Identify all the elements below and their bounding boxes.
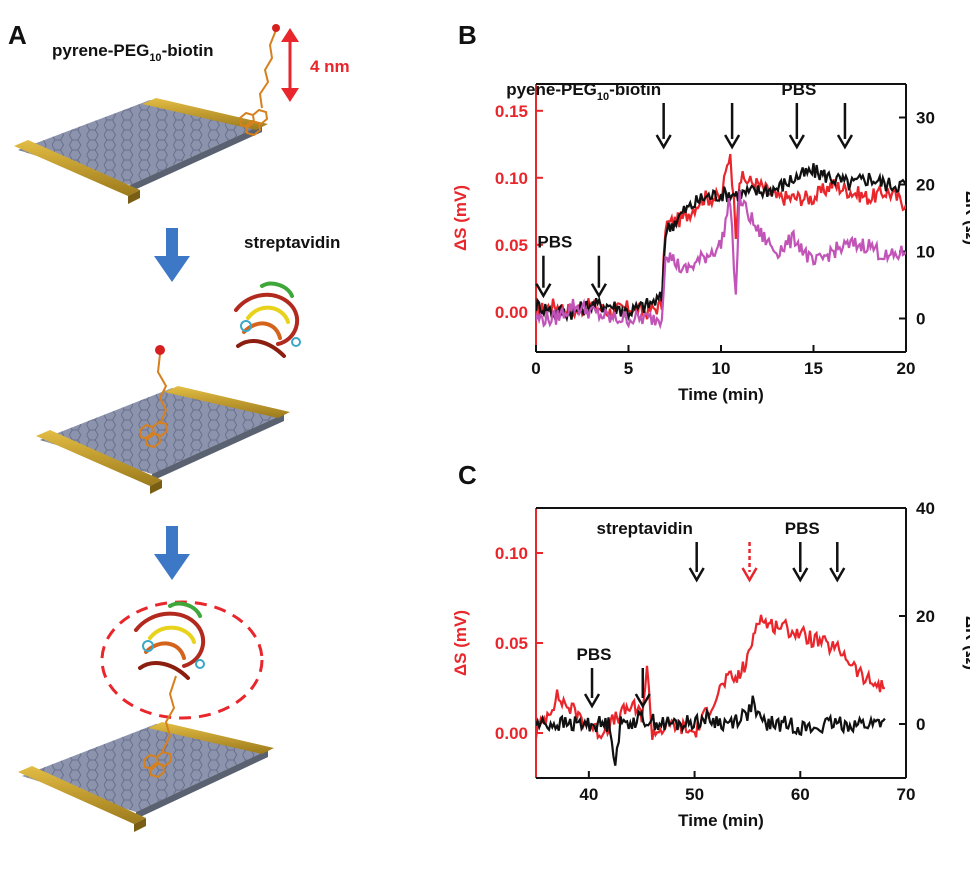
binding-highlight-ellipse	[100, 600, 264, 720]
streptavidin-protein-1	[234, 281, 301, 358]
panel-label-b: B	[458, 20, 477, 50]
annotation-arrowhead	[836, 134, 854, 150]
y-tick-label: 0.15	[495, 102, 528, 121]
annotation-arrowhead	[583, 693, 601, 709]
y-tick-label: 0.10	[495, 169, 528, 188]
y-axis-label: ΔS (mV)	[451, 185, 470, 251]
biotin-head-1	[272, 24, 280, 32]
y2-axis-label: ΔR (Ω)	[962, 191, 970, 245]
series-line-1	[536, 614, 886, 741]
biotin-head-2	[155, 345, 165, 355]
y-tick-label: 0.10	[495, 544, 528, 563]
x-axis-label: Time (min)	[678, 385, 764, 404]
x-tick-label: 0	[531, 359, 540, 378]
y-tick-label: 0.00	[495, 724, 528, 743]
panel-label-c: C	[458, 460, 477, 490]
y2-tick-label: 20	[916, 176, 935, 195]
length-label: 4 nm	[310, 57, 350, 76]
annotation-arrowhead	[590, 283, 607, 299]
annotation-label: streptavidin	[597, 519, 693, 538]
molecule-label: pyrene-PEG10-biotin	[52, 41, 213, 64]
y2-tick-label: 30	[916, 109, 935, 128]
annotation-label: PBS	[781, 80, 816, 99]
pyrene-molecule-3	[142, 675, 177, 779]
annotation-arrowhead	[792, 567, 809, 583]
series-line-2	[536, 695, 886, 766]
pyrene-molecule-2	[138, 353, 169, 449]
x-tick-label: 10	[712, 359, 731, 378]
series-line-3	[536, 190, 906, 330]
y2-axis-label: ΔR (Ω)	[962, 616, 970, 670]
process-arrow-2	[154, 526, 190, 580]
y-tick-label: 0.05	[495, 236, 528, 255]
annotation-arrowhead	[634, 693, 651, 709]
streptavidin-protein-2	[134, 601, 205, 680]
graphene-device-3	[18, 722, 274, 832]
protein-label: streptavidin	[244, 233, 340, 252]
x-tick-label: 70	[897, 785, 916, 804]
annotation-arrowhead	[788, 134, 805, 150]
annotation-label: PBS	[785, 519, 820, 538]
annotation-label: PBS	[577, 645, 612, 664]
annotation-arrowhead	[724, 134, 741, 150]
y-tick-label: 0.00	[495, 303, 528, 322]
series-line-2	[536, 163, 906, 323]
x-tick-label: 60	[791, 785, 810, 804]
y2-tick-label: 0	[916, 310, 925, 329]
y2-tick-label: 20	[916, 607, 935, 626]
x-tick-label: 20	[897, 359, 916, 378]
annotation-label: pyene-PEG10-biotin	[506, 80, 661, 103]
x-tick-label: 50	[685, 785, 704, 804]
graphene-device-2	[36, 386, 290, 494]
y-axis-label: ΔS (mV)	[451, 610, 470, 676]
panel-label-a: A	[8, 20, 27, 50]
annotation-arrowhead	[741, 567, 758, 583]
pyrene-molecule-1	[238, 29, 277, 137]
x-tick-label: 15	[804, 359, 823, 378]
process-arrow-1	[154, 228, 190, 282]
annotation-label: PBS	[537, 233, 572, 252]
y2-tick-label: 10	[916, 243, 935, 262]
x-tick-label: 5	[624, 359, 633, 378]
y2-tick-label: 40	[916, 499, 935, 518]
y2-tick-label: 0	[916, 715, 925, 734]
graphene-device-1	[14, 98, 268, 204]
annotation-arrowhead	[655, 134, 672, 150]
annotation-arrowhead	[829, 567, 846, 583]
annotation-arrowhead	[688, 567, 705, 583]
chart-c: 40 50 60 70 0.00 0.05 0.10 0 20 40 Time (min) ΔS (m…	[451, 499, 970, 830]
x-axis-label: Time (min)	[678, 811, 764, 830]
length-arrow	[281, 28, 299, 102]
x-tick-label: 40	[579, 785, 598, 804]
annotation-arrowhead	[535, 283, 552, 299]
chart-b: 0 5 10 15 20 0.00 0.05 0.10 0.15 0 10 20 30 Time (min…	[451, 80, 970, 404]
y-tick-label: 0.05	[495, 634, 528, 653]
